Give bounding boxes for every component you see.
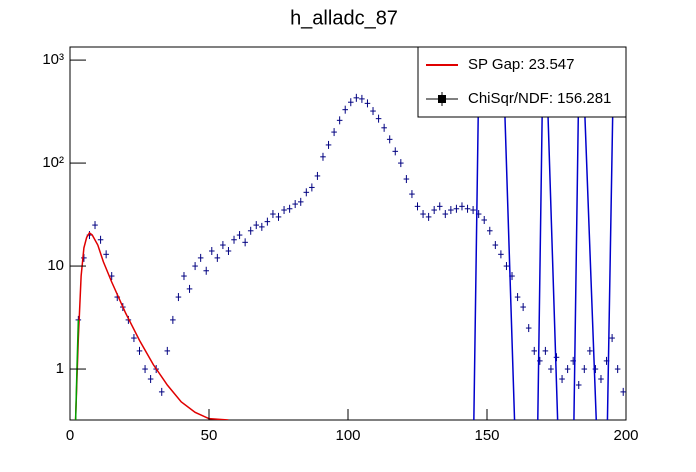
legend-swatch [438, 95, 446, 103]
fit-line [473, 47, 615, 420]
y-tick-label: 10 [47, 257, 64, 274]
chart-title: h_alladc_87 [290, 7, 398, 29]
x-tick-label: 150 [474, 427, 499, 444]
legend-box [417, 46, 627, 118]
y-tick-label: 10² [42, 154, 64, 171]
fit-line [74, 231, 229, 420]
x-tick-label: 0 [66, 427, 74, 444]
y-tick-label: 10³ [42, 51, 64, 68]
x-tick-label: 100 [335, 427, 360, 444]
legend-label: SP Gap: 23.547 [468, 56, 574, 73]
x-tick-label: 200 [613, 427, 638, 444]
x-tick-label: 50 [201, 427, 218, 444]
legend-label: ChiSqr/NDF: 156.281 [468, 90, 611, 107]
plot-area [74, 47, 626, 420]
y-tick-label: 1 [56, 360, 64, 377]
